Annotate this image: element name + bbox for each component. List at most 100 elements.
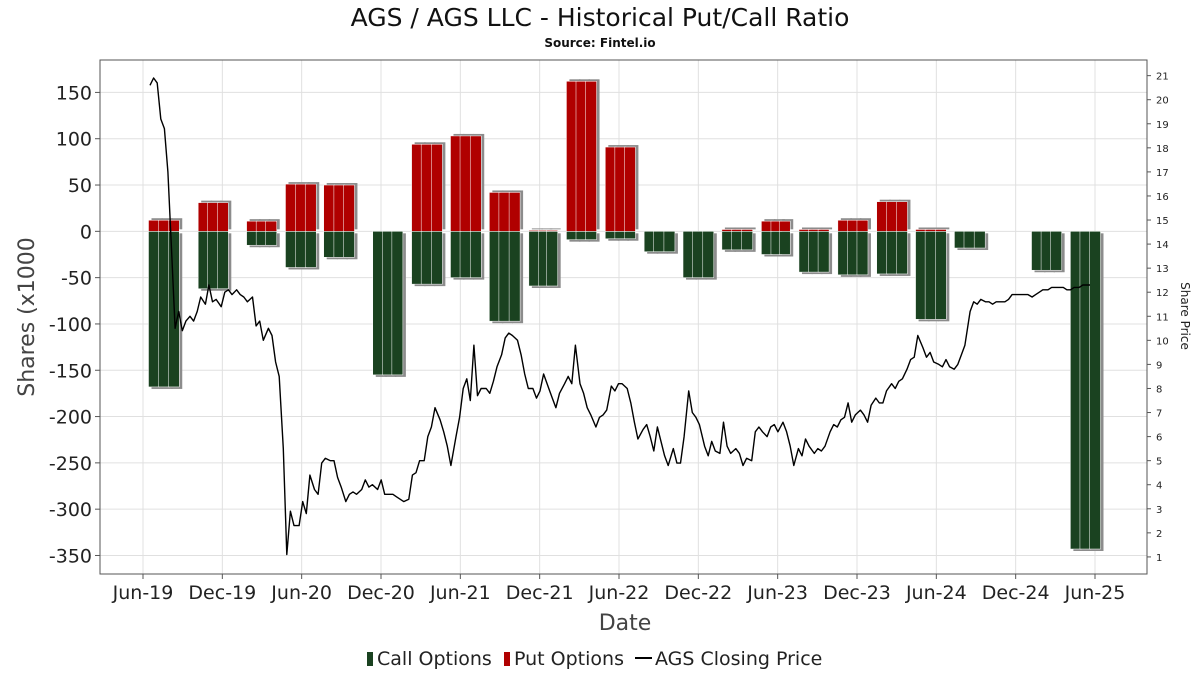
y2-tick-label: 3: [1156, 505, 1162, 516]
call-bar: [624, 231, 636, 239]
x-tick-label: Dec-19: [188, 582, 256, 604]
call-bar: [265, 231, 277, 246]
x-tick-label: Jun-23: [746, 582, 808, 604]
put-bar: [217, 202, 229, 232]
put-bar-shadow: [724, 227, 736, 230]
x-tick-label: Jun-21: [429, 582, 491, 604]
call-bar: [741, 231, 753, 251]
y2-tick-label: 14: [1156, 240, 1169, 251]
put-bar: [431, 144, 443, 232]
y2-tick-label: 12: [1156, 288, 1169, 299]
legend-put-label: Put Options: [514, 648, 624, 670]
y2-tick-label: 2: [1156, 529, 1162, 540]
x-tick-label: Jun-24: [905, 582, 967, 604]
call-bar: [924, 231, 937, 320]
put-bar: [896, 201, 908, 232]
put-bar-shadow: [744, 227, 756, 230]
call-bar: [469, 231, 482, 278]
call-bar: [508, 231, 521, 322]
call-bar: [1089, 231, 1101, 550]
call-bar: [391, 231, 404, 376]
chart-title: AGS / AGS LLC - Historical Put/Call Rati…: [351, 3, 850, 32]
y-tick-label: -50: [61, 268, 92, 290]
put-bar-shadow: [938, 227, 950, 230]
y-tick-label: -300: [49, 499, 92, 521]
y2-tick-label: 13: [1156, 264, 1169, 275]
call-bar: [323, 231, 335, 258]
put-bar: [498, 192, 511, 232]
put-bar: [856, 219, 869, 232]
call-bar: [973, 231, 986, 249]
call-bar: [546, 231, 558, 287]
x-tick-label: Dec-20: [347, 582, 415, 604]
put-bar: [741, 229, 753, 232]
put-bar: [168, 219, 180, 232]
put-bar: [935, 229, 947, 232]
y2-tick-label: 5: [1156, 457, 1162, 468]
y-tick-label: 50: [68, 175, 92, 197]
call-bar: [817, 231, 830, 273]
put-bar-shadow: [531, 228, 543, 230]
y-tick-label: -250: [49, 453, 92, 475]
grid-lines: [100, 60, 1147, 574]
call-bar: [217, 231, 229, 290]
y2-tick-label: 11: [1156, 312, 1169, 323]
put-bar: [343, 184, 355, 232]
plot-frame: [99, 59, 1148, 575]
put-bar-shadow: [928, 227, 940, 230]
price-line-layer: [149, 77, 1090, 556]
y2-tick-label: 16: [1156, 192, 1169, 203]
x-axis-ticks: Jun-19 Dec-19 Jun-20 Dec-20 Jun-21 Dec-21 Jun-…: [112, 574, 1126, 604]
x-tick-label: Jun-20: [270, 582, 332, 604]
call-bar: [935, 231, 947, 320]
put-bar: [817, 229, 830, 232]
call-bar: [731, 231, 743, 251]
put-bar: [304, 183, 317, 232]
y2-tick-label: 17: [1156, 168, 1169, 179]
call-bar: [498, 231, 511, 322]
put-bar: [585, 81, 597, 232]
put-bar-shadow: [734, 227, 746, 230]
y2-tick-label: 10: [1156, 336, 1169, 347]
call-bar: [856, 231, 869, 276]
put-bar: [469, 135, 482, 232]
y2-tick-label: 20: [1156, 96, 1169, 107]
call-bar: [304, 231, 317, 268]
put-bar-shadow: [801, 227, 813, 230]
call-bar: [778, 231, 791, 255]
y2-tick-label: 4: [1156, 481, 1162, 492]
x-tick-label: Dec-21: [506, 582, 574, 604]
y-tick-label: 0: [80, 221, 92, 243]
call-bar: [148, 231, 160, 388]
x-tick-label: Jun-25: [1064, 582, 1126, 604]
put-bar-shadow: [821, 227, 833, 230]
call-bar: [585, 231, 597, 240]
put-bar-shadow: [541, 228, 553, 230]
legend-call-label: Call Options: [377, 648, 492, 670]
y-tick-label: -100: [49, 314, 92, 336]
put-bar: [778, 220, 791, 232]
put-bar: [886, 201, 898, 232]
call-bar: [886, 231, 898, 275]
put-bar: [731, 229, 743, 232]
y-tick-label: 100: [56, 129, 92, 151]
x-tick-label: Dec-24: [982, 582, 1050, 604]
legend-put-swatch: [504, 652, 510, 666]
call-bar: [963, 231, 976, 249]
put-bar: [323, 184, 335, 232]
call-bar: [420, 231, 433, 285]
x-tick-label: Dec-23: [823, 582, 891, 604]
put-bar-shadow: [811, 227, 823, 230]
call-bar: [702, 231, 715, 278]
put-bar: [508, 192, 521, 232]
y-tick-label: 150: [56, 82, 92, 104]
y2-tick-label: 19: [1156, 120, 1169, 131]
put-bar: [285, 183, 297, 232]
y2-tick-label: 7: [1156, 409, 1162, 420]
call-bar: [459, 231, 472, 278]
put-bar: [420, 144, 433, 232]
put-bar: [265, 220, 277, 232]
call-bar: [1050, 231, 1062, 271]
